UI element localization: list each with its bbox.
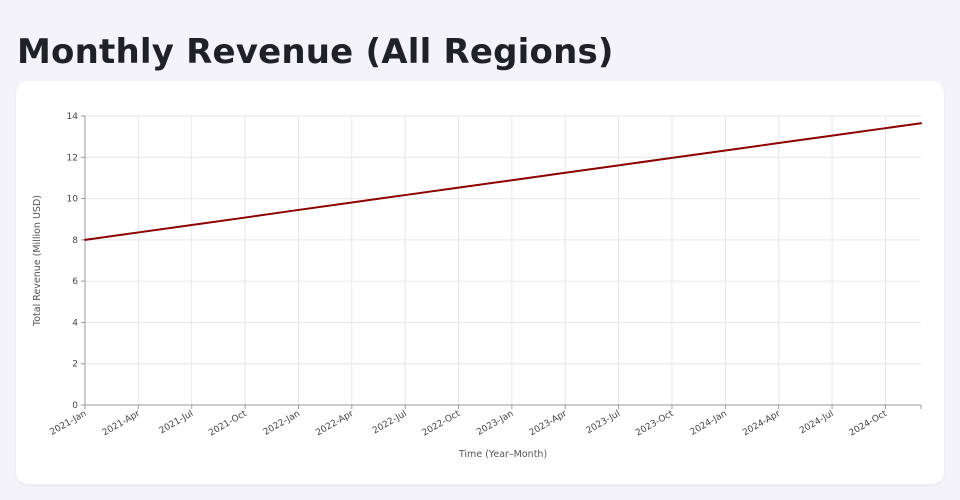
- page-title: Monthly Revenue (All Regions): [17, 32, 614, 72]
- x-axis-title: Time (Year–Month): [458, 449, 547, 460]
- x-tick-label: 2022-Apr: [314, 409, 355, 439]
- revenue-series-line: [84, 122, 922, 241]
- series-layer: [84, 122, 922, 241]
- x-tick-label: 2024-Oct: [848, 409, 890, 439]
- y-tick-label: 8: [72, 236, 78, 246]
- x-tick-label: 2023-Apr: [528, 409, 569, 439]
- x-tick-label: 2021-Apr: [101, 409, 142, 439]
- x-tick-label: 2024-Jul: [798, 409, 835, 436]
- x-tick-label: 2024-Apr: [741, 409, 782, 439]
- x-tick-label: 2022-Oct: [421, 409, 463, 439]
- label-layer: 0 2 4 6 8 10 12 14 2021-Jan 2021-Apr 2021-Jul 2021-…: [32, 112, 889, 460]
- x-tick-label: 2021-Jul: [158, 409, 195, 436]
- x-tick-label: 2023-Jul: [585, 409, 622, 436]
- y-tick-label: 4: [72, 318, 78, 328]
- x-tick-label: 2021-Jan: [48, 409, 88, 438]
- grid-layer: [85, 115, 921, 405]
- x-tick-label: 2021-Oct: [207, 409, 249, 439]
- y-tick-label: 0: [72, 401, 78, 411]
- y-tick-label: 10: [67, 195, 79, 205]
- chart-card: 0 2 4 6 8 10 12 14 2021-Jan 2021-Apr 2021-Jul 2021-…: [16, 81, 944, 484]
- y-tick-label: 6: [72, 277, 78, 287]
- x-tick-label: 2024-Jan: [689, 409, 729, 438]
- x-tick-label: 2022-Jan: [262, 409, 302, 438]
- axis-layer: [81, 115, 922, 409]
- revenue-line-chart: 0 2 4 6 8 10 12 14 2021-Jan 2021-Apr 2021-Jul 2021-…: [32, 112, 922, 460]
- x-tick-label: 2023-Oct: [634, 409, 676, 439]
- x-tick-label: 2022-Jul: [371, 409, 408, 436]
- y-axis-title: Total Revenue (Million USD): [32, 195, 43, 327]
- y-tick-label: 14: [67, 112, 79, 122]
- y-tick-label: 12: [67, 153, 78, 163]
- y-tick-label: 2: [72, 360, 78, 370]
- x-tick-label: 2023-Jan: [475, 409, 515, 438]
